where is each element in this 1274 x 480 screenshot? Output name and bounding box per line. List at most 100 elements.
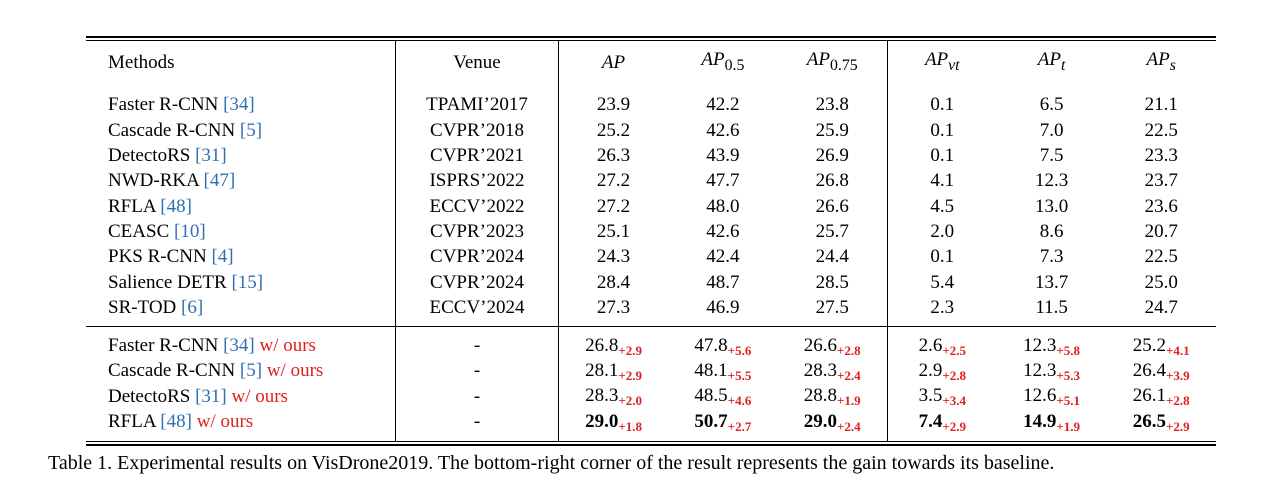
value-cell: 7.3 [1039, 246, 1064, 268]
value-cell: 8.6 [1039, 220, 1064, 242]
header-methods: Methods [108, 51, 175, 73]
value-cell: 24.7 [1144, 296, 1178, 318]
value-cell: 0.1 [886, 118, 997, 144]
method-name: Salience DETR [108, 271, 232, 293]
table-row: Faster R-CNN [34] TPAMI’2017 23.9 42.2 23.8 0… [86, 92, 1216, 119]
value-cell: 2.3 [886, 295, 997, 321]
value-cell: 28.3+2.0 [558, 384, 669, 410]
results-table: Methods Venue AP AP0.5 AP0.75 APvt APt A… [86, 41, 1216, 441]
method-cell: PKS R-CNN [4] [86, 245, 396, 270]
value-cell: 47.7 [706, 170, 740, 192]
method-name: RFLA [108, 411, 161, 432]
method-name: DetectoRS [108, 145, 196, 167]
value-cell: 26.3 [558, 143, 669, 169]
value-cell: 21.1 [1144, 94, 1178, 116]
value-cell: 23.8 [815, 94, 849, 116]
value-cell: 48.7 [706, 271, 740, 293]
value-cell: 7.0 [1039, 119, 1064, 141]
value-cell: 47.8+5.6 [668, 333, 778, 358]
value: 29.0 [803, 410, 837, 432]
value: 26.1 [1132, 385, 1166, 407]
value-cell: 0.1 [886, 92, 997, 119]
value-cell: 27.3 [558, 295, 669, 321]
value: 48.1 [694, 359, 728, 381]
header-apt-label: AP [1037, 49, 1061, 70]
value-cell: 27.2 [558, 193, 669, 220]
venue-cell: ISPRS’2022 [395, 168, 559, 194]
value-cell: 42.4 [706, 246, 740, 268]
gain-value: +5.1 [1056, 393, 1081, 409]
method-cell: Faster R-CNN [34] [86, 93, 396, 118]
header-ap05: AP0.5 [668, 41, 778, 85]
value: 7.4 [918, 410, 943, 432]
venue-cell: ECCV’2024 [395, 295, 559, 321]
method-ref: [15] [231, 271, 264, 293]
value-cell: 25.7 [815, 220, 849, 242]
table-row: CEASC [10] CVPR’2023 25.1 42.6 25.7 2.0 8.6 20.… [86, 219, 1216, 245]
method-name: Faster R-CNN [108, 94, 224, 116]
value: 2.9 [918, 359, 943, 381]
gain-value: +1.8 [618, 418, 642, 434]
section-separator [86, 326, 1216, 328]
value-cell: 26.9 [815, 145, 849, 167]
gain-value: +2.8 [942, 367, 966, 383]
value-cell: 0.1 [886, 244, 997, 270]
header-ap-label: AP [601, 51, 626, 73]
value-cell: 42.6 [706, 220, 740, 242]
header-apvt: APvt [886, 41, 997, 85]
ours-row: RFLA [48] w/ ours -29.0+1.8 50.7+2.7 29.0+2… [86, 409, 1216, 435]
value: 28.1 [585, 359, 619, 381]
value-cell: 7.4+2.9 [886, 409, 997, 435]
method-cell: DetectoRS [31] w/ ours [86, 384, 396, 409]
value-cell: 29.0+1.8 [558, 409, 669, 435]
table-row: NWD-RKA [47] ISPRS’2022 27.2 47.7 26.8 4.1 12.… [86, 168, 1216, 194]
value-cell: 42.6 [706, 119, 740, 141]
value-cell: 25.1 [558, 219, 669, 245]
value-cell: 11.5 [1035, 296, 1068, 318]
method-name: PKS R-CNN [108, 246, 212, 268]
venue-cell: CVPR’2024 [395, 269, 559, 296]
method-ref: [5] [239, 119, 263, 141]
header-aps: APs [1106, 41, 1216, 85]
venue-cell: - [395, 333, 559, 359]
venue-cell: CVPR’2018 [395, 118, 559, 144]
gain-value: +2.9 [942, 418, 966, 434]
method-name: NWD-RKA [108, 170, 204, 192]
method-ref: [34] [223, 335, 255, 357]
gain-value: +3.9 [1165, 367, 1190, 383]
table-caption: Table 1. Experimental results on VisDron… [48, 452, 1055, 474]
value-cell: 27.5 [815, 296, 849, 318]
value-cell: 46.9 [706, 296, 740, 318]
table-row: DetectoRS [31] CVPR’2021 26.3 43.9 26.9 0.1 7.… [86, 143, 1216, 169]
ours-suffix: w/ ours [226, 385, 288, 407]
method-ref: [5] [239, 360, 263, 382]
venue-cell: TPAMI’2017 [395, 92, 559, 119]
value-cell: 23.3 [1144, 145, 1178, 167]
value: 14.9 [1023, 410, 1057, 432]
value-cell: 2.0 [886, 219, 997, 245]
ours-row: Cascade R-CNN [5] w/ ours -28.1+2.9 48.1+5… [86, 358, 1216, 385]
venue-cell: ECCV’2022 [395, 193, 559, 220]
value-cell: 28.4 [558, 269, 669, 296]
method-cell: Cascade R-CNN [5] w/ ours [86, 359, 396, 384]
header-apt-sub: t [1061, 56, 1066, 74]
value-cell: 27.2 [558, 168, 669, 194]
value: 12.3 [1023, 359, 1057, 381]
header-ap: AP [558, 41, 669, 85]
value-cell: 23.9 [558, 92, 669, 119]
value-cell: 14.9+1.9 [997, 409, 1107, 434]
gain-value: +4.1 [1165, 342, 1190, 358]
value-cell: 4.5 [886, 193, 997, 220]
header-apt: APt [997, 41, 1107, 85]
table-row: SR-TOD [6] ECCV’2024 27.3 46.9 27.5 2.3 11.5 24… [86, 295, 1216, 321]
value: 26.8 [585, 334, 619, 356]
header-row: Methods Venue AP AP0.5 AP0.75 APvt APt A… [86, 41, 1216, 85]
method-ref: [48] [160, 195, 192, 217]
top-rule-thin [86, 40, 1216, 41]
method-ref: [10] [174, 220, 206, 242]
separator-gap [86, 320, 1216, 327]
gain-value: +1.9 [1056, 418, 1081, 434]
header-aps-label: AP [1146, 49, 1170, 70]
venue-cell: - [395, 384, 559, 410]
gain-value: +3.4 [942, 393, 966, 409]
